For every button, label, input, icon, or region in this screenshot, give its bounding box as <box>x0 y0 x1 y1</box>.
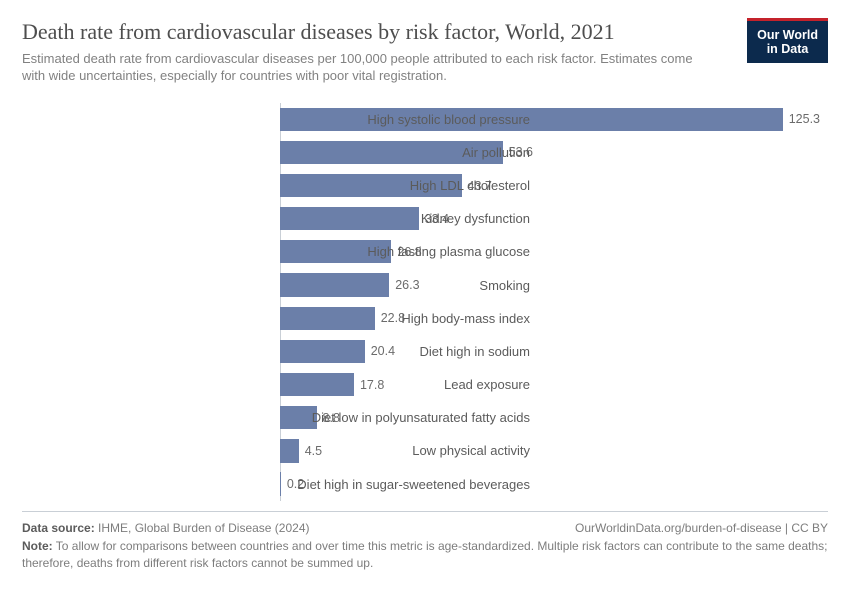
bar-row: High systolic blood pressure 125.3 <box>280 103 820 136</box>
risk-label: Low physical activity <box>280 443 530 458</box>
bar-row: Low physical activity4.5 <box>280 434 820 467</box>
bar-row: Diet high in sugar-sweetened beverages0.… <box>280 467 820 500</box>
bar-value: 125.3 <box>783 112 820 126</box>
bar-row: Smoking26.3 <box>280 268 820 301</box>
bar-row: Kidney dysfunction33.4 <box>280 202 820 235</box>
risk-label: Diet high in sodium <box>280 344 530 359</box>
bar-row: Diet high in sodium20.4 <box>280 335 820 368</box>
risk-label: Smoking <box>280 278 530 293</box>
risk-label: High body-mass index <box>280 311 530 326</box>
risk-label: High systolic blood pressure <box>280 112 530 127</box>
risk-label: Lead exposure <box>280 377 530 392</box>
owid-logo: Our World in Data <box>747 18 828 63</box>
bar-row: Lead exposure17.8 <box>280 368 820 401</box>
risk-label: Diet low in polyunsaturated fatty acids <box>280 410 530 425</box>
risk-label: High fasting plasma glucose <box>280 244 530 259</box>
source-label: Data source: <box>22 521 95 535</box>
chart-subtitle: Estimated death rate from cardiovascular… <box>22 50 702 85</box>
risk-label: High LDL cholesterol <box>280 178 530 193</box>
note-text: To allow for comparisons between countri… <box>22 539 828 570</box>
note-label: Note: <box>22 539 53 553</box>
source-line: Data source: IHME, Global Burden of Dise… <box>22 520 309 537</box>
bar-row: Air pollution53.6 <box>280 136 820 169</box>
logo-line1: Our World <box>757 28 818 42</box>
note-line: Note: To allow for comparisons between c… <box>22 538 828 572</box>
chart-title: Death rate from cardiovascular diseases … <box>22 18 828 46</box>
risk-label: Diet high in sugar-sweetened beverages <box>280 477 530 492</box>
bar-row: High fasting plasma glucose26.8 <box>280 235 820 268</box>
bar-row: High LDL cholesterol43.7 <box>280 169 820 202</box>
attribution: OurWorldinData.org/burden-of-disease | C… <box>575 520 828 537</box>
chart-footer: Data source: IHME, Global Burden of Dise… <box>22 511 828 572</box>
bar-row: High body-mass index22.8 <box>280 302 820 335</box>
logo-line2: in Data <box>757 42 818 56</box>
bar-chart: High systolic blood pressure 125.3 Air pol… <box>22 103 828 501</box>
bar-row: Diet low in polyunsaturated fatty acids8… <box>280 401 820 434</box>
risk-label: Air pollution <box>280 145 530 160</box>
risk-label: Kidney dysfunction <box>280 211 530 226</box>
source-value: IHME, Global Burden of Disease (2024) <box>98 521 309 535</box>
